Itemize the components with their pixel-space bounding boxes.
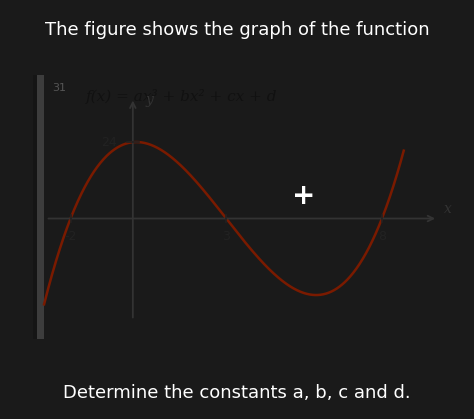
- Text: y: y: [145, 93, 153, 107]
- Text: +: +: [292, 182, 316, 210]
- Text: f(x) = ax³ + bx² + cx + d: f(x) = ax³ + bx² + cx + d: [86, 89, 278, 104]
- Text: x: x: [444, 202, 452, 216]
- Bar: [33, 75, 44, 339]
- Text: -2: -2: [64, 230, 77, 243]
- Text: Determine the constants a, b, c and d.: Determine the constants a, b, c and d.: [63, 384, 411, 402]
- Text: The figure shows the graph of the function: The figure shows the graph of the functi…: [45, 21, 429, 39]
- Text: 31: 31: [52, 83, 66, 93]
- Text: 3: 3: [222, 230, 230, 243]
- Text: 24: 24: [101, 136, 117, 149]
- Bar: [33, 75, 37, 339]
- Text: 8: 8: [378, 230, 386, 243]
